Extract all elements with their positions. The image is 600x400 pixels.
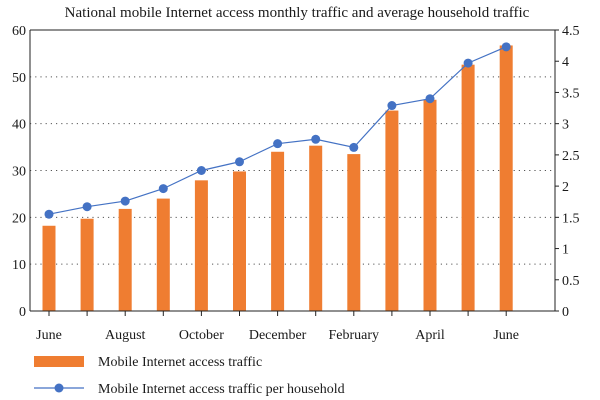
line-point-12 [501,42,511,52]
y-left-tick-label-5: 50 [12,71,26,86]
y-right-tick-label-6: 3 [562,118,569,133]
y-left-tick-label-3: 30 [12,165,26,180]
legend-label-bar: Mobile Internet access traffic [98,355,262,370]
bar-6 [271,151,285,311]
line-point-0 [44,209,54,219]
line-point-10 [425,94,435,104]
legend-swatch-marker [54,383,64,393]
x-tick-label-0: June [36,328,62,343]
y-right-tick-label-9: 4.5 [562,24,580,39]
line-point-9 [387,101,397,111]
bar-11 [461,64,475,311]
x-tick-label-2: October [179,328,224,343]
y-right-tick-label-0: 0 [562,305,569,320]
bar-0 [42,225,56,311]
y-right-tick-label-1: 0.5 [562,274,580,289]
y-right-tick-label-2: 1 [562,243,569,258]
line-point-6 [273,139,283,149]
legend-label-line: Mobile Internet access traffic per house… [98,382,345,397]
line-series [44,42,511,219]
bar-series [42,45,513,312]
y-right-tick-label-7: 3.5 [562,86,580,101]
legend: Mobile Internet access traffic Mobile In… [34,355,345,397]
bar-12 [499,45,513,312]
grid-lines [30,29,555,265]
bar-8 [347,154,361,311]
line-point-2 [120,196,130,206]
y-left-tick-label-4: 40 [12,118,26,133]
y-right-tick-label-4: 2 [562,180,569,195]
chart-title: National mobile Internet access monthly … [65,5,530,21]
bar-5 [233,171,246,311]
x-tick-label-1: August [105,328,146,343]
y-right-tick-label-8: 4 [562,55,569,70]
bar-10 [423,99,437,311]
y-left-tick-label-2: 20 [12,211,26,226]
bar-7 [309,145,323,311]
legend-swatch-bar [34,356,84,367]
tick-labels: 0 10 20 30 40 50 60 0 0.5 1 1.5 2 2.5 3 3.5 4 4.5 June Aug… [12,24,580,343]
line-point-1 [82,202,92,212]
bar-3 [156,198,170,311]
bar-9 [385,110,399,311]
y-right-tick-label-3: 1.5 [562,211,580,226]
line-point-3 [158,184,168,194]
bar-1 [80,218,94,311]
x-tick-label-4: February [329,328,380,343]
y-right-tick-label-5: 2.5 [562,149,580,164]
bar-2 [118,208,132,311]
x-tick-label-5: April [415,328,445,343]
x-tick-label-6: June [493,328,519,343]
line-point-7 [311,134,321,144]
y-left-tick-label-0: 0 [19,305,26,320]
bar-4 [194,180,208,311]
axes [29,29,559,316]
y-left-tick-label-6: 60 [12,24,26,39]
line-point-8 [349,142,359,152]
line-point-5 [235,157,244,167]
line-point-4 [196,166,206,175]
y-left-tick-label-1: 10 [12,258,26,273]
line-point-11 [463,58,473,68]
x-tick-label-3: December [249,328,307,343]
